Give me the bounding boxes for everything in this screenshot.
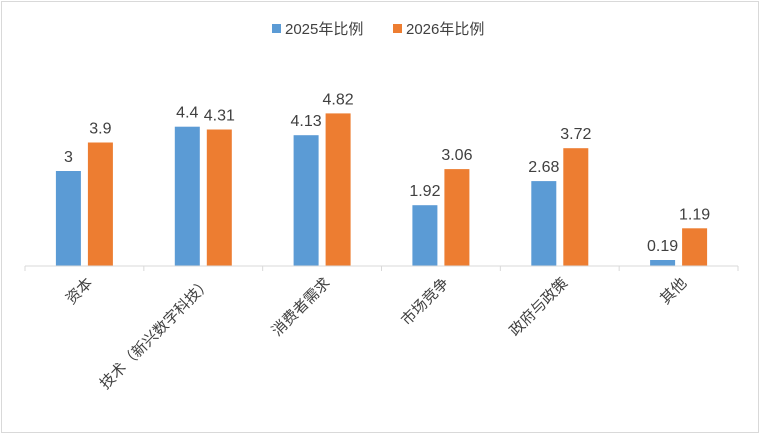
data-label-2026-5: 1.19 — [679, 206, 710, 223]
category-labels: 资本 技术（新兴数字科技） 消费者需求 市场竞争 政府与政策 其他 — [62, 274, 690, 393]
bar-2025-0 — [55, 171, 81, 266]
bar-2026-3 — [444, 169, 470, 266]
bar-2025-5 — [650, 260, 676, 266]
data-label-2025-3: 1.92 — [409, 183, 440, 200]
bar-2025-3 — [412, 205, 438, 266]
data-label-2026-0: 3.9 — [89, 121, 111, 138]
category-label-3: 市场竞争 — [397, 274, 452, 329]
bar-2026-1 — [206, 129, 232, 266]
category-label-4: 政府与政策 — [506, 274, 572, 340]
bar-2026-0 — [87, 142, 113, 266]
bar-2026-4 — [563, 148, 589, 266]
bar-2025-4 — [531, 181, 557, 266]
data-label-2026-3: 3.06 — [441, 147, 472, 164]
bar-2025-2 — [293, 135, 319, 266]
data-label-2025-5: 0.19 — [647, 238, 678, 255]
data-label-2025-1: 4.4 — [176, 105, 198, 122]
category-label-1: 技术（新兴数字科技） — [96, 274, 215, 393]
category-label-0: 资本 — [62, 274, 96, 308]
data-label-2026-4: 3.72 — [560, 126, 591, 143]
legend-swatch-2026 — [393, 24, 402, 33]
legend-label-2026: 2026年比例 — [406, 21, 484, 38]
data-label-2026-1: 4.31 — [204, 108, 235, 125]
legend: 2025年比例 2026年比例 — [272, 21, 484, 38]
bar-2025-1 — [174, 126, 200, 266]
bar-2026-2 — [325, 113, 351, 267]
x-axis-ticks — [24, 266, 739, 271]
data-labels: 3 3.9 4.4 4.31 4.134.82 1.92 3.06 2.683.72 0.191… — [64, 91, 710, 255]
data-label-2025-4: 2.68 — [528, 159, 559, 176]
bars — [55, 113, 708, 267]
data-label-2025-2: 4.13 — [291, 113, 322, 130]
category-label-2: 消费者需求 — [268, 274, 334, 340]
category-label-5: 其他 — [656, 274, 690, 308]
data-label-2025-0: 3 — [64, 149, 73, 166]
bar-2026-5 — [682, 228, 708, 266]
data-label-2026-2: 4.82 — [323, 91, 354, 108]
legend-label-2025: 2025年比例 — [285, 21, 363, 38]
legend-swatch-2025 — [272, 24, 281, 33]
